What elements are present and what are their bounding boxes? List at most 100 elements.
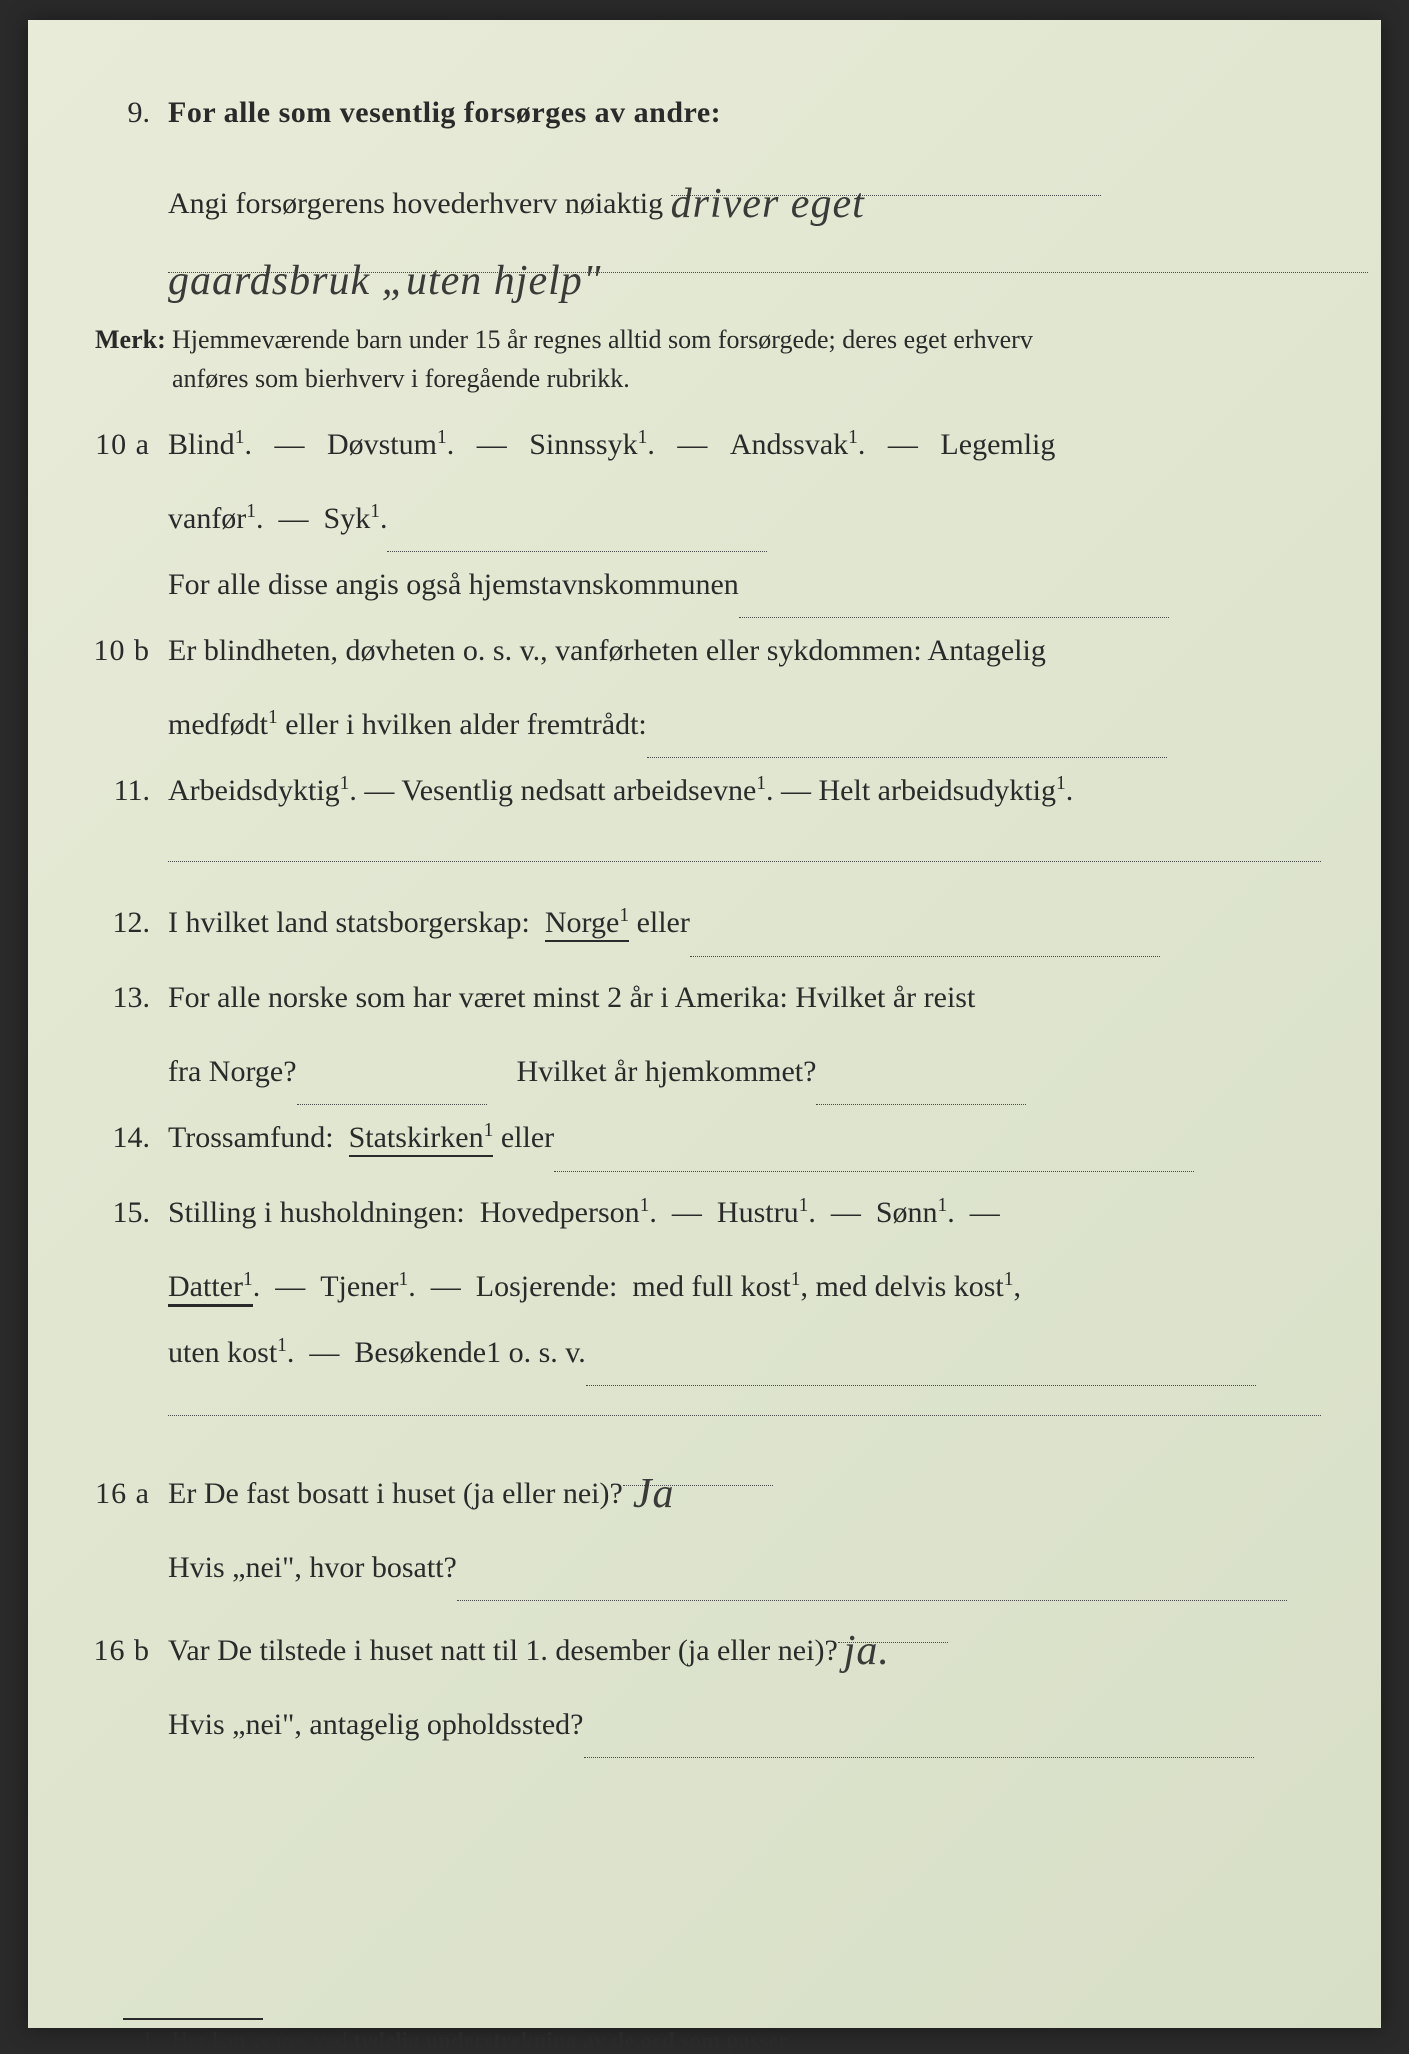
q15-osv: o. s. v. <box>509 1336 586 1369</box>
q9-number: 9. <box>93 84 168 141</box>
q11-number: 11. <box>93 762 168 819</box>
q10b-body: Er blindheten, døvheten o. s. v., vanfør… <box>168 618 1321 684</box>
sep: — <box>279 502 309 535</box>
q14-row: 14. Trossamfund: Statskirken1 eller <box>93 1105 1321 1172</box>
q10a-opt3: Sinnssyk <box>529 428 637 461</box>
merk-text2: anføres som bierhverv i foregående rubri… <box>172 364 630 393</box>
q16a-body: Er De fast bosatt i huset (ja eller nei)… <box>168 1444 1321 1527</box>
sep: — <box>309 1336 339 1369</box>
q14-opt-text: Statskirken <box>349 1121 484 1154</box>
q10b-text1: Er blindheten, døvheten o. s. v., vanfør… <box>168 634 1046 667</box>
q9-heading: For alle som vesentlig forsørges av andr… <box>168 80 1321 146</box>
q10a-body: Blind1. — Døvstum1. — Sinnssyk1. — Andss… <box>168 412 1321 478</box>
q12-eller: eller <box>637 906 690 939</box>
sep: — <box>672 1196 702 1229</box>
q12-norge: Norge1 <box>545 906 629 942</box>
q15-opt1: Hovedperson <box>480 1196 640 1229</box>
q11-opt2: Vesentlig nedsatt arbeidsevne <box>401 774 756 807</box>
sep: — <box>275 1270 305 1303</box>
q10a-opt4: Andssvak <box>730 428 848 461</box>
q10b-row: 10 b Er blindheten, døvheten o. s. v., v… <box>93 618 1321 684</box>
q10a-opt5: Legemlig <box>940 428 1055 461</box>
q15-number: 15. <box>93 1184 168 1241</box>
q16a-line2: Hvis „nei", hvor bosatt? <box>93 1535 1321 1601</box>
q16a-row: 16 a Er De fast bosatt i huset (ja eller… <box>93 1444 1321 1527</box>
footnote-text-b: tydelig understrekning av de ord som pas… <box>353 2028 792 2053</box>
q10b-line2: medfødt1 eller i hvilken alder fremtrådt… <box>93 692 1321 758</box>
q13-row: 13. For alle norske som har været minst … <box>93 965 1321 1031</box>
q13-franorge: fra Norge? <box>168 1055 297 1088</box>
sep: — <box>888 428 918 461</box>
q16b-number: 16 b <box>93 1622 168 1679</box>
sep: — <box>364 774 394 807</box>
q11-opt3: Helt arbeidsudyktig <box>819 774 1056 807</box>
q11-body: Arbeidsdyktig1. — Vesentlig nedsatt arbe… <box>168 758 1321 824</box>
q13-body: For alle norske som har været minst 2 år… <box>168 965 1321 1031</box>
q15-los: Losjerende: <box>476 1270 618 1303</box>
q15-opt2: Hustru <box>717 1196 799 1229</box>
merk-text1: Hjemmeværende barn under 15 år regnes al… <box>172 325 1033 354</box>
q10a-syk: Syk <box>324 502 371 535</box>
sep: — <box>781 774 811 807</box>
q10b-text2b: eller i hvilken alder fremtrådt: <box>285 708 647 741</box>
q12-row: 12. I hvilket land statsborgerskap: Norg… <box>93 890 1321 957</box>
q12-text: I hvilket land statsborgerskap: <box>168 906 530 939</box>
q9-handwriting-1: driver eget <box>671 181 865 227</box>
q15-los3: uten kost <box>168 1336 277 1369</box>
q16b-row: 16 b Var De tilstede i huset natt til 1.… <box>93 1601 1321 1684</box>
q15-line3: uten kost1. — Besøkende1 o. s. v. <box>93 1320 1321 1386</box>
merk-body: Hjemmeværende barn under 15 år regnes al… <box>168 320 1321 398</box>
q15-los2: med delvis kost <box>815 1270 1003 1303</box>
q16b-body: Var De tilstede i huset natt til 1. dese… <box>168 1601 1321 1684</box>
q14-eller: eller <box>501 1121 554 1154</box>
q10a-vanfor: vanfør <box>168 502 246 535</box>
q10b-number: 10 b <box>93 622 168 679</box>
q15-los1: med full kost <box>632 1270 790 1303</box>
census-form-page: 9. For alle som vesentlig forsørges av a… <box>28 20 1381 2028</box>
q15-row: 15. Stilling i husholdningen: Hovedperso… <box>93 1180 1321 1246</box>
q10a-hjemstavn: For alle disse angis også hjemstavnskomm… <box>168 568 739 601</box>
q14-body: Trossamfund: Statskirken1 eller <box>168 1105 1321 1172</box>
q15-opt6: Besøkende <box>354 1336 486 1369</box>
q9-label: Angi forsørgerens hovederhverv nøiaktig <box>168 187 663 220</box>
q10a-line3: For alle disse angis også hjemstavnskomm… <box>93 552 1321 618</box>
footnote-text-a: Her kan svares ved <box>172 2028 353 2053</box>
q9-line1: Angi forsørgerens hovederhverv nøiaktig … <box>93 154 1321 237</box>
q14-text: Trossamfund: <box>168 1121 334 1154</box>
merk-note: Merk: Hjemmeværende barn under 15 år reg… <box>93 320 1321 398</box>
q16a-number: 16 a <box>93 1465 168 1522</box>
q10a-number: 10 a <box>93 416 168 473</box>
q10a-opt1: Blind <box>168 428 235 461</box>
q10b-medfodt: medfødt <box>168 708 268 741</box>
q10a-opt2: Døvstum <box>327 428 437 461</box>
q12-opt-text: Norge <box>545 906 619 939</box>
q9-heading-row: 9. For alle som vesentlig forsørges av a… <box>93 80 1321 146</box>
q16a-hand: Ja <box>623 1471 675 1517</box>
q16b-text2: Hvis „nei", antagelig opholdssted? <box>168 1708 584 1741</box>
q13-text1: For alle norske som har været minst 2 år… <box>168 981 975 1014</box>
q15-opt4-text: Datter <box>168 1270 243 1303</box>
q16b-text1: Var De tilstede i huset natt til 1. dese… <box>168 1634 838 1667</box>
footnote: 1 Her kan svares ved tydelig understrekn… <box>143 2028 1321 2054</box>
merk-label: Merk: <box>93 320 168 359</box>
q15-line2: Datter1. — Tjener1. — Losjerende: med fu… <box>93 1254 1321 1320</box>
q16b-hand: ja. <box>838 1628 890 1674</box>
sep: — <box>677 428 707 461</box>
q10a-line2: vanfør1. — Syk1. <box>93 486 1321 552</box>
sep: — <box>431 1270 461 1303</box>
q13-number: 13. <box>93 969 168 1026</box>
q13-line2: fra Norge? Hvilket år hjemkommet? <box>93 1039 1321 1105</box>
sep: — <box>477 428 507 461</box>
q11-opt1: Arbeidsdyktig <box>168 774 340 807</box>
q16a-text1: Er De fast bosatt i huset (ja eller nei)… <box>168 1477 623 1510</box>
q14-statskirken: Statskirken1 <box>349 1121 494 1157</box>
q9-handwriting-2: gaardsbruk „uten hjelp" <box>168 258 601 304</box>
q12-body: I hvilket land statsborgerskap: Norge1 e… <box>168 890 1321 957</box>
sep: — <box>970 1196 1000 1229</box>
q15-opt5: Tjener <box>320 1270 398 1303</box>
q13-hjemkommet: Hvilket år hjemkommet? <box>517 1055 817 1088</box>
q11-row: 11. Arbeidsdyktig1. — Vesentlig nedsatt … <box>93 758 1321 824</box>
sep: — <box>831 1196 861 1229</box>
q10a-row: 10 a Blind1. — Døvstum1. — Sinnssyk1. — … <box>93 412 1321 478</box>
q15-lead: Stilling i husholdningen: <box>168 1196 465 1229</box>
